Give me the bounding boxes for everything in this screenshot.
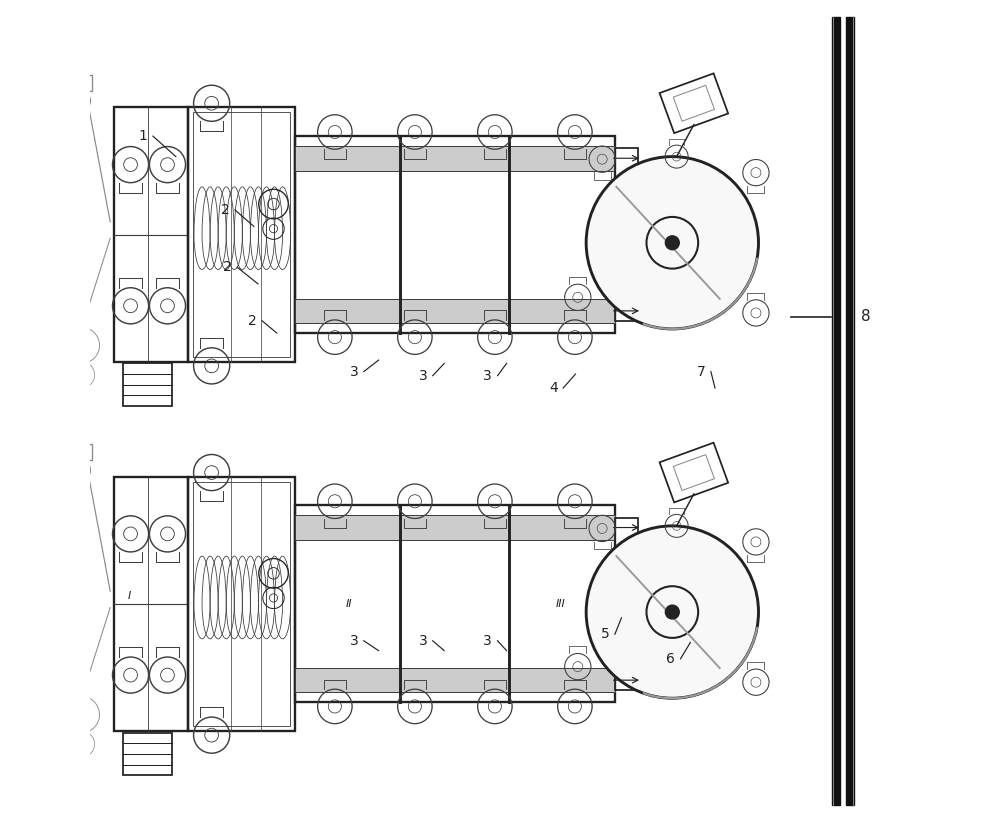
Bar [193,482,290,726]
Text: 2: 2 [221,203,229,217]
Text: 3: 3 [483,369,492,383]
Bar [193,113,290,357]
Bar [295,136,615,333]
Bar [114,108,188,362]
Text: 7: 7 [697,365,705,379]
Bar [295,298,615,323]
Text: 4: 4 [549,381,558,395]
Text: III: III [556,599,565,609]
Text: 8: 8 [861,309,871,324]
Bar [114,477,188,731]
Circle shape [586,157,758,329]
Bar [295,506,615,702]
Bar [188,108,295,362]
Text: 3: 3 [483,634,492,648]
Circle shape [665,605,679,619]
Bar [615,149,638,321]
Text: 3: 3 [418,369,427,383]
Text: 2: 2 [223,261,232,275]
Bar [295,667,615,692]
Bar [68,75,92,91]
Text: 5: 5 [601,627,609,641]
Bar [615,518,638,690]
Bar [68,444,92,460]
Bar [295,515,615,540]
Bar [188,477,295,731]
Text: 1: 1 [139,129,147,143]
Bar [832,17,840,805]
Text: 3: 3 [350,365,358,379]
Circle shape [665,236,679,250]
Text: I: I [127,591,131,601]
Text: 6: 6 [666,652,675,666]
Text: 3: 3 [418,634,427,648]
Bar [295,146,615,170]
Circle shape [586,526,758,698]
Bar [123,363,172,406]
Text: 3: 3 [350,634,358,648]
Bar [123,732,172,775]
Text: 2: 2 [248,314,257,328]
Text: II: II [346,599,353,609]
Bar [846,17,854,805]
